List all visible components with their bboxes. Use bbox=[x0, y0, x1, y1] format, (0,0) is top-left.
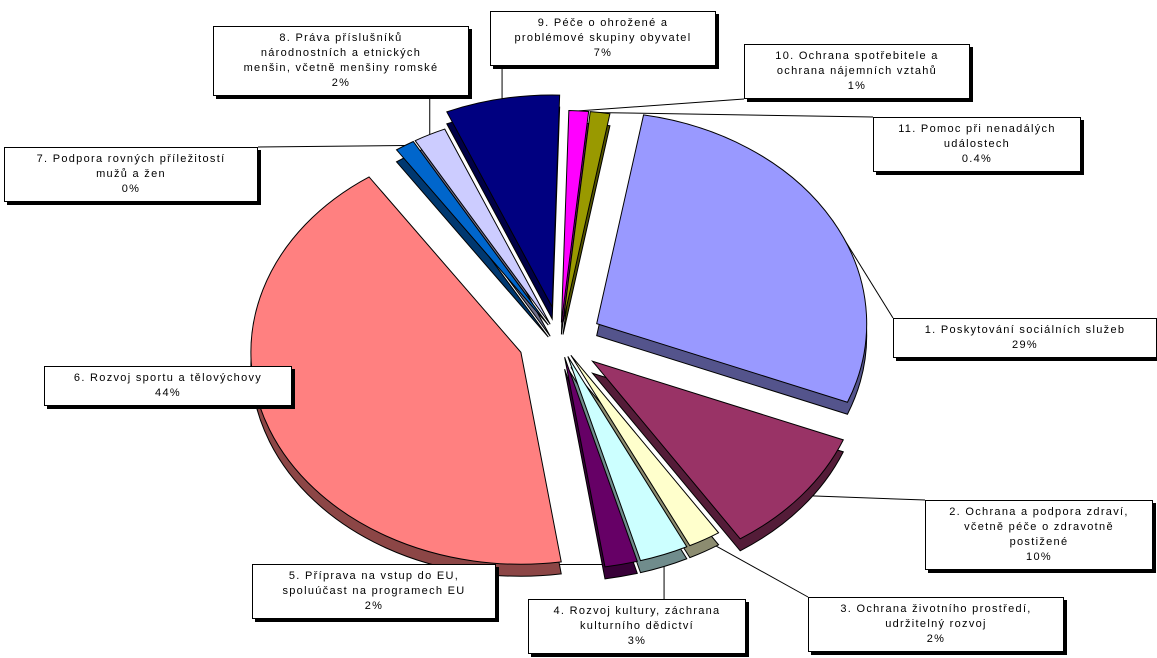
callout-5-percent: 2% bbox=[364, 600, 384, 612]
callout-2-label: 2. Ochrana a podpora zdraví, včetně péče… bbox=[949, 506, 1129, 548]
callout-9-label: 9. Péče o ohrožené a problémové skupiny … bbox=[514, 17, 692, 44]
callout-10-label: 10. Ochrana spotřebitele a ochrana nájem… bbox=[775, 50, 939, 77]
callout-6-percent: 44% bbox=[155, 387, 181, 399]
callout-9-percent: 7% bbox=[593, 47, 613, 59]
callout-4-label: 4. Rozvoj kultury, záchrana kulturního d… bbox=[553, 605, 721, 632]
slice-9 bbox=[446, 94, 561, 309]
slice-3 bbox=[570, 354, 720, 547]
callout-6-label: 6. Rozvoj sportu a tělovýchovy bbox=[73, 372, 263, 384]
callout-7-label: 7. Podpora rovných příležitostí mužů a ž… bbox=[36, 153, 226, 180]
callout-2: 2. Ochrana a podpora zdraví, včetně péče… bbox=[925, 500, 1153, 570]
callout-1-label: 1. Poskytování sociálních služeb bbox=[924, 324, 1126, 336]
callout-2-percent: 10% bbox=[1026, 551, 1052, 563]
callout-7: 7. Podpora rovných příležitostí mužů a ž… bbox=[4, 147, 258, 202]
callout-8-label: 8. Práva příslušníků národnostních a etn… bbox=[243, 32, 439, 74]
slice-7 bbox=[395, 140, 549, 326]
callout-1: 1. Poskytování sociálních služeb 29% bbox=[893, 318, 1157, 358]
callout-7-percent: 0% bbox=[121, 183, 141, 195]
slice-10 bbox=[560, 110, 590, 323]
callout-4: 4. Rozvoj kultury, záchrana kulturního d… bbox=[528, 599, 746, 654]
slice-8 bbox=[414, 128, 551, 325]
callout-3: 3. Ochrana životního prostředí, udržitel… bbox=[808, 597, 1064, 652]
callout-11: 11. Pomoc při nenadálých událostech 0.4% bbox=[873, 117, 1081, 172]
leader-line-2 bbox=[801, 495, 926, 501]
leader-line-7 bbox=[257, 145, 405, 148]
slice-1 bbox=[596, 114, 868, 403]
slice-5 bbox=[564, 357, 638, 568]
leader-line-3 bbox=[704, 539, 809, 598]
callout-11-percent: 0.4% bbox=[961, 153, 993, 165]
slice-11 bbox=[562, 111, 611, 323]
callout-8: 8. Práva příslušníků národnostních a etn… bbox=[213, 26, 469, 96]
slice-6 bbox=[250, 176, 562, 565]
callout-5: 5. Příprava na vstup do EU, spoluúčast n… bbox=[252, 564, 496, 619]
callout-6: 6. Rozvoj sportu a tělovýchovy 44% bbox=[44, 366, 292, 406]
callout-10-percent: 1% bbox=[847, 80, 867, 92]
callout-5-label: 5. Příprava na vstup do EU, spoluúčast n… bbox=[282, 570, 466, 597]
slice-tops bbox=[250, 94, 868, 568]
callout-4-percent: 3% bbox=[627, 635, 647, 647]
callout-8-percent: 2% bbox=[331, 77, 351, 89]
callout-1-percent: 29% bbox=[1012, 339, 1038, 351]
callout-11-label: 11. Pomoc při nenadálých událostech bbox=[898, 123, 1056, 150]
leader-line-10 bbox=[578, 98, 745, 112]
leader-line-11 bbox=[600, 112, 874, 118]
callout-10: 10. Ochrana spotřebitele a ochrana nájem… bbox=[744, 44, 970, 99]
callout-9: 9. Péče o ohrožené a problémové skupiny … bbox=[490, 11, 716, 66]
callout-3-label: 3. Ochrana životního prostředí, udržitel… bbox=[840, 603, 1032, 630]
slice-2 bbox=[591, 360, 844, 540]
slice-4 bbox=[567, 356, 688, 562]
callout-3-percent: 2% bbox=[926, 633, 946, 645]
